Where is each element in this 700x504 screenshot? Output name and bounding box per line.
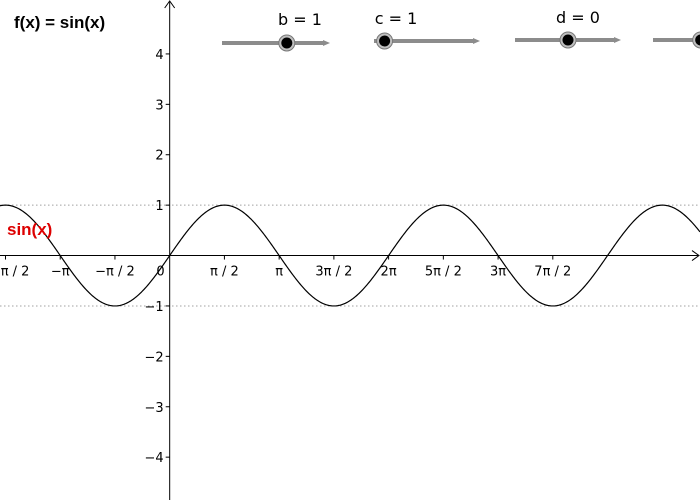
x-tick-label: 3π / 2 xyxy=(315,265,352,280)
slider-b-label: b = 1 xyxy=(278,10,322,29)
y-tick-label: 2 xyxy=(155,149,163,164)
slider-c-label: c = 1 xyxy=(374,9,418,28)
y-tick-label: 4 xyxy=(155,48,163,63)
slider-b-arrow-icon xyxy=(323,40,330,46)
y-axis-arrow-icon xyxy=(164,0,176,9)
slider-c-knob-icon[interactable] xyxy=(379,35,391,47)
x-tick-label: −3π / 2 xyxy=(0,265,29,280)
x-tick-label: −π xyxy=(51,265,70,280)
slider-c-arrow-icon xyxy=(473,38,480,44)
y-tick-label: −2 xyxy=(145,350,164,365)
x-tick-label: −π / 2 xyxy=(95,265,135,280)
slider-e-knob-icon[interactable] xyxy=(695,34,700,46)
curve-label[interactable]: sin(x) xyxy=(7,220,53,239)
y-tick-label: 1 xyxy=(155,199,163,214)
sin-curve[interactable] xyxy=(0,204,700,307)
x-tick-label: 7π / 2 xyxy=(534,265,571,280)
y-tick-label: −1 xyxy=(145,300,164,315)
slider-d-label: d = 0 xyxy=(556,8,600,27)
slider-d-knob-icon[interactable] xyxy=(562,34,574,46)
x-axis-arrow-icon xyxy=(691,250,700,261)
x-tick-label: 5π / 2 xyxy=(425,265,462,280)
x-tick-label: 2π xyxy=(381,265,397,280)
y-tick-label: −3 xyxy=(145,401,164,416)
y-tick-label: −4 xyxy=(145,451,164,466)
y-tick-label: 3 xyxy=(155,98,163,113)
slider-b-knob-icon[interactable] xyxy=(281,37,293,49)
origin-label: 0 xyxy=(156,265,164,280)
x-tick-label: π xyxy=(275,265,283,280)
x-tick-label: 3π xyxy=(490,265,506,280)
x-tick-label: π / 2 xyxy=(210,265,239,280)
slider-d-arrow-icon xyxy=(614,37,621,43)
function-title: f(x) = sin(x) xyxy=(14,13,106,32)
